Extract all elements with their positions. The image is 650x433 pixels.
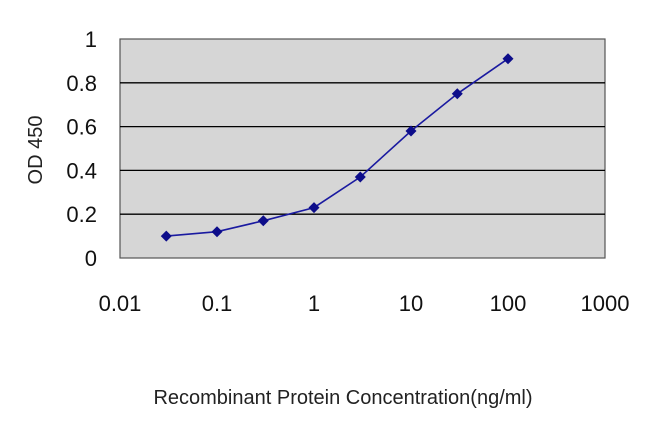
series-line bbox=[166, 58, 509, 237]
data-point-6 bbox=[451, 88, 463, 100]
x-axis-label: Recombinant Protein Concentration(ng/ml) bbox=[153, 387, 532, 409]
y-tick-label: 0.6 bbox=[66, 115, 97, 140]
y-tick-label: 0 bbox=[85, 246, 97, 271]
data-point-2 bbox=[257, 215, 269, 227]
y-tick-label: 1 bbox=[85, 27, 97, 52]
x-tick-label: 100 bbox=[490, 291, 527, 316]
y-tick-label: 0.8 bbox=[66, 71, 97, 96]
y-axis-label: OD 450 bbox=[25, 116, 47, 185]
data-point-7 bbox=[502, 53, 514, 65]
data-markers bbox=[160, 53, 514, 242]
x-tick-label: 1000 bbox=[581, 291, 630, 316]
plot-area bbox=[119, 38, 606, 259]
y-tick-label: 0.4 bbox=[66, 158, 97, 183]
plot-background bbox=[119, 38, 606, 259]
x-tick-label: 1 bbox=[308, 291, 320, 316]
data-point-0 bbox=[160, 230, 172, 242]
x-tick-label: 10 bbox=[399, 291, 423, 316]
y-axis-ticks: 0 0.2 0.4 0.6 0.8 1 bbox=[66, 27, 97, 271]
data-point-1 bbox=[211, 226, 223, 238]
y-tick-label: 0.2 bbox=[66, 202, 97, 227]
data-point-4 bbox=[354, 171, 366, 183]
x-axis-ticks: 0.01 0.1 1 10 100 1000 bbox=[99, 291, 630, 316]
data-point-3 bbox=[308, 202, 320, 214]
gridlines bbox=[120, 82, 605, 215]
x-tick-label: 0.1 bbox=[202, 291, 233, 316]
data-point-5 bbox=[405, 125, 417, 137]
x-tick-label: 0.01 bbox=[99, 291, 142, 316]
